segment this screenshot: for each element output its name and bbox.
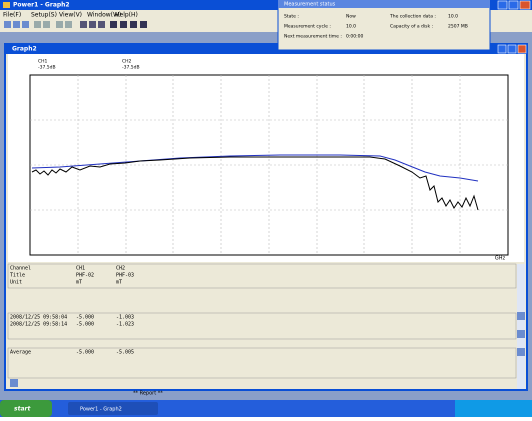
table-cell: PHF-03	[116, 273, 134, 279]
scrollbar[interactable]	[517, 264, 525, 389]
maximize-button[interactable]	[508, 45, 516, 53]
legend-name: CH1	[38, 59, 48, 65]
table-cell: Title	[10, 273, 25, 279]
tool-button[interactable]	[89, 21, 96, 28]
legend-name: CH2	[122, 59, 132, 65]
tool-button[interactable]	[4, 21, 11, 28]
legend-value: -37.5dB	[38, 65, 56, 71]
table-cell: 2008/12/25 09:58:04	[10, 315, 67, 321]
tool-button[interactable]	[65, 21, 72, 28]
table-cell: -5.005	[116, 350, 134, 356]
menu-item[interactable]: Help(H)	[115, 12, 138, 19]
menu-item[interactable]: File(F)	[3, 12, 21, 19]
menu-item[interactable]: Setup(S)	[31, 12, 57, 19]
status-value: 2507 MB	[448, 24, 468, 30]
status-label: Measurement cycle :	[284, 24, 331, 30]
close-button[interactable]	[520, 1, 530, 9]
report-label: ** Report **	[133, 391, 163, 397]
tool-button[interactable]	[22, 21, 29, 28]
status-value: 0:00:00	[346, 34, 363, 40]
menu-item[interactable]: View(V)	[59, 12, 82, 19]
close-button[interactable]	[518, 45, 526, 53]
scroll-arrow[interactable]	[517, 348, 525, 356]
status-value: Now	[346, 14, 356, 20]
app-icon	[3, 2, 10, 8]
table-cell: -5.000	[76, 315, 94, 321]
scroll-arrow[interactable]	[517, 330, 525, 338]
table-cell: -1.003	[116, 315, 134, 321]
status-label: Capacity of a disk :	[390, 24, 433, 30]
task-label: Power1 - Graph2	[80, 407, 122, 413]
tool-button[interactable]	[98, 21, 105, 28]
status-label: Next measurement time :	[284, 34, 342, 40]
tool-button[interactable]	[140, 21, 147, 28]
x-unit: GHz	[495, 256, 506, 262]
screen: Power1 - Graph2 File(F)Setup(S)View(V)Wi…	[0, 0, 532, 417]
table-cell: mT	[116, 280, 122, 286]
table-cell: 2008/12/25 09:58:14	[10, 322, 67, 328]
status-label: State :	[284, 14, 299, 20]
table-cell: Average	[10, 350, 31, 356]
status-value: 10.0	[448, 14, 458, 20]
table-cell: -1.023	[116, 322, 134, 328]
legend-value: -37.5dB	[122, 65, 140, 71]
minimize-button[interactable]	[498, 1, 507, 9]
table-cell: Channel	[10, 266, 31, 272]
table-cell: Unit	[10, 280, 22, 286]
table-cell: -5.000	[76, 350, 94, 356]
tool-button[interactable]	[56, 21, 63, 28]
start-label: start	[14, 406, 31, 413]
system-tray	[455, 400, 532, 417]
tool-button[interactable]	[13, 21, 20, 28]
scroll-arrow[interactable]	[517, 312, 525, 320]
tool-button[interactable]	[120, 21, 127, 28]
table-cell: CH1	[76, 266, 85, 272]
scroll-arrow[interactable]	[10, 379, 18, 387]
table-cell: -5.000	[76, 322, 94, 328]
minimize-button[interactable]	[498, 45, 506, 53]
status-label: The collection data :	[389, 14, 436, 20]
tool-button[interactable]	[34, 21, 41, 28]
graph-title: Graph2	[12, 46, 37, 53]
page: Power1 - Graph2 File(F)Setup(S)View(V)Wi…	[0, 0, 532, 417]
status-value: 10.0	[346, 24, 356, 30]
table-cell: CH2	[116, 266, 125, 272]
tool-button[interactable]	[110, 21, 117, 28]
window-title: Power1 - Graph2	[13, 2, 70, 9]
tool-button[interactable]	[80, 21, 87, 28]
status-title: Measurement status	[284, 2, 336, 8]
table-cell: mT	[76, 280, 82, 286]
table-cell: PHF-02	[76, 273, 94, 279]
tool-button[interactable]	[43, 21, 50, 28]
tool-button[interactable]	[130, 21, 137, 28]
maximize-button[interactable]	[509, 1, 518, 9]
